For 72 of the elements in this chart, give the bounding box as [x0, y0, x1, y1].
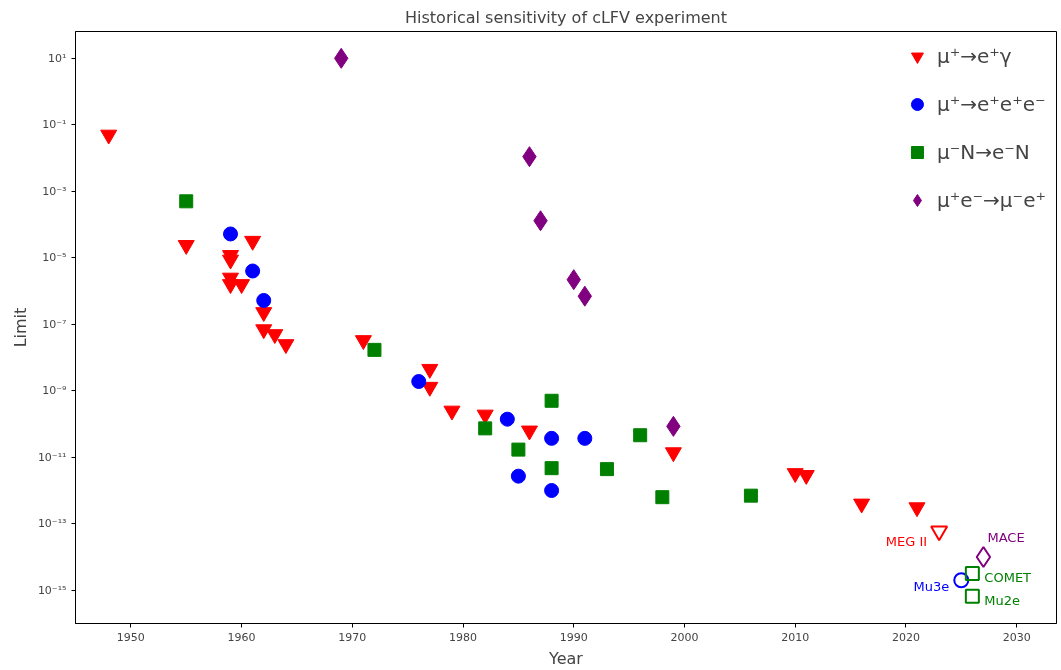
annotation: Mu2e: [984, 592, 1021, 608]
point: [411, 374, 427, 389]
point: [511, 442, 526, 457]
point: [664, 447, 682, 463]
y-tick-label: 10¹: [48, 51, 67, 65]
point: [266, 329, 284, 345]
point: [179, 194, 194, 209]
y-tick-label: 10⁻⁷: [42, 317, 67, 331]
point: [443, 405, 461, 421]
annotation: MACE: [987, 530, 1025, 546]
point: [177, 240, 195, 255]
x-tick-label: 1970: [338, 630, 367, 644]
point: [633, 428, 648, 443]
x-tick-label: 2030: [1002, 630, 1031, 644]
point: [222, 254, 240, 270]
x-axis-title: Year: [548, 648, 584, 668]
point: [255, 307, 273, 322]
point: [223, 226, 239, 242]
y-tick-label: 10⁻⁹: [42, 384, 67, 398]
point: [244, 235, 262, 251]
x-tick-label: 2020: [891, 630, 920, 644]
x-tick-label: 1960: [227, 630, 256, 644]
point: [520, 425, 538, 441]
y-tick-label: 10⁻⁵: [42, 251, 67, 265]
annotation: COMET: [984, 569, 1032, 585]
point: [421, 363, 439, 379]
y-tick-label: 10⁻¹³: [37, 517, 67, 531]
point: [544, 483, 560, 498]
point: [964, 565, 980, 581]
point: [544, 393, 559, 408]
point: [233, 279, 251, 294]
chart-title: Historical sensitivity of cLFV experiment: [405, 7, 727, 27]
point: [577, 430, 593, 446]
x-tick-label: 2000: [670, 630, 699, 644]
point: [499, 411, 515, 427]
point: [953, 572, 970, 589]
legend-label: μ⁺e⁻→μ⁻e⁺: [936, 188, 1046, 212]
y-tick-label: 10⁻¹¹: [37, 450, 67, 464]
point: [544, 461, 559, 476]
annotation: MEG II: [885, 533, 928, 549]
point: [354, 335, 372, 351]
point: [100, 129, 118, 145]
point: [655, 490, 670, 505]
y-tick-label: 10⁻¹⁵: [37, 583, 67, 597]
legend-label: μ⁻N→e⁻N: [936, 140, 1030, 164]
x-tick-label: 2010: [781, 630, 810, 644]
point: [256, 292, 272, 308]
point: [277, 339, 295, 355]
point: [786, 468, 804, 484]
point: [908, 502, 926, 518]
legend-label: μ⁺→e⁺e⁺e⁻: [936, 92, 1046, 116]
point: [743, 488, 758, 503]
point: [853, 498, 871, 514]
annotation: Mu3e: [913, 578, 950, 594]
point: [478, 421, 493, 436]
point: [255, 324, 273, 340]
point: [930, 525, 949, 542]
x-tick-label: 1990: [559, 630, 588, 644]
y-axis-title: Limit: [10, 307, 30, 348]
point: [510, 468, 526, 484]
y-tick-label: 10⁻¹: [42, 118, 67, 132]
point: [599, 462, 614, 477]
x-tick-label: 1980: [449, 630, 478, 644]
point: [245, 263, 261, 279]
point: [544, 430, 560, 446]
point: [964, 588, 980, 604]
point: [367, 342, 382, 357]
point: [975, 546, 992, 569]
x-tick-label: 1950: [116, 630, 145, 644]
y-tick-label: 10⁻³: [42, 184, 67, 198]
legend-label: μ⁺→e⁺γ: [936, 44, 1012, 68]
point: [421, 381, 439, 397]
